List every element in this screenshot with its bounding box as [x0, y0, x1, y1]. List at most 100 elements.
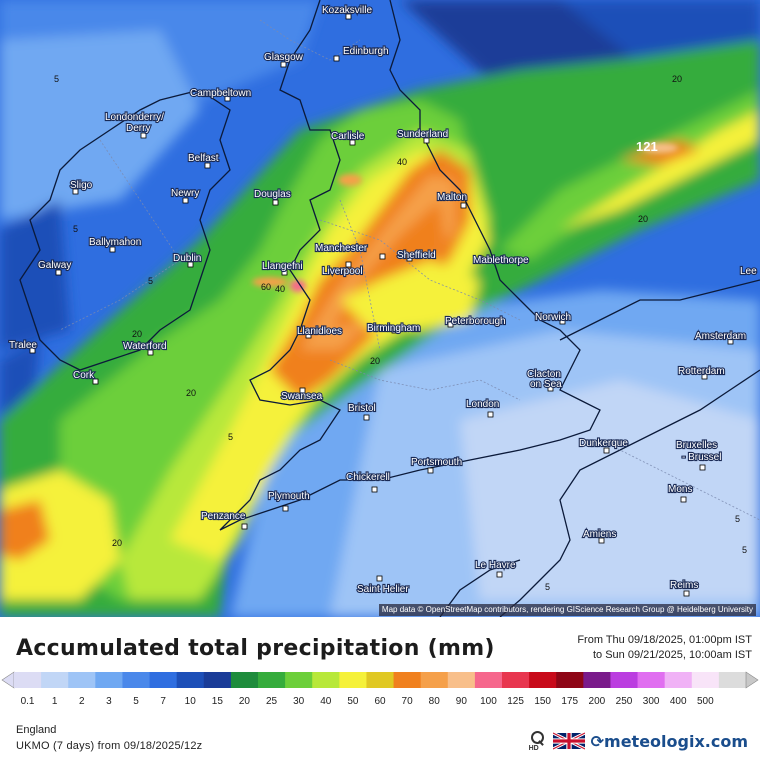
scale-cell: [691, 672, 720, 688]
city-kozaksville[interactable]: Kozaksville: [321, 4, 374, 20]
city-birmingham[interactable]: Birmingham: [366, 322, 422, 335]
svg-text:Portsmouth: Portsmouth: [411, 457, 462, 468]
scale-tick-label: 300: [642, 696, 660, 707]
scale-cell: [529, 672, 557, 688]
city-dublin[interactable]: Dublin: [172, 252, 202, 268]
city-london[interactable]: London: [465, 398, 500, 418]
scale-tick-label: 125: [507, 696, 524, 707]
scale-cells: [14, 672, 747, 688]
svg-text:Norwich: Norwich: [535, 312, 571, 323]
city-bruxelles[interactable]: Bruxelles- Brussel: [675, 439, 723, 471]
scale-tick-label: 40: [320, 696, 332, 707]
city-tralee[interactable]: Tralee: [8, 339, 39, 354]
model-run-label: UKMO (7 days) from 09/18/2025/12z: [16, 740, 203, 752]
precipitation-map[interactable]: Kozaksville Glasgow Edinburgh Campbeltow…: [0, 0, 760, 617]
svg-text:Mablethorpe: Mablethorpe: [473, 255, 529, 266]
city-amiens[interactable]: Amiens: [582, 528, 617, 544]
svg-text:Tralee: Tralee: [9, 340, 37, 351]
svg-text:Glasgow: Glasgow: [264, 52, 304, 63]
svg-text:Belfast: Belfast: [188, 153, 219, 164]
city-londonderry[interactable]: Londonderry/Derry: [104, 111, 165, 139]
city-manchester[interactable]: Manchester: [314, 242, 386, 260]
city-plymouth[interactable]: Plymouth: [267, 490, 311, 512]
scale-tick-label: 400: [669, 696, 687, 707]
city-mablethorpe[interactable]: Mablethorpe: [472, 254, 530, 267]
city-mons[interactable]: Mons: [667, 483, 694, 503]
meteologix-logo[interactable]: ⟳meteologix.com: [591, 732, 748, 751]
scale-cell: [420, 672, 449, 688]
svg-text:Amiens: Amiens: [583, 529, 616, 540]
scale-tick-label: 20: [238, 696, 250, 707]
city-newry[interactable]: Newry: [170, 187, 200, 204]
svg-text:Dunkerque: Dunkerque: [579, 438, 628, 449]
coastlines: [19, 0, 760, 617]
city-saint-helier[interactable]: Saint Helier: [356, 575, 410, 596]
city-liverpool[interactable]: Liverpool: [321, 261, 364, 278]
svg-text:5: 5: [545, 582, 550, 592]
city-llanidloes[interactable]: Llanidloes: [296, 325, 343, 339]
city-rotterdam[interactable]: Rotterdam: [677, 365, 726, 380]
svg-text:London: London: [466, 399, 499, 410]
contour-labels: 5 5 5 20 20 20 40 60 40 20 20 20 5 5 5 5…: [54, 74, 747, 592]
brand-area: HD ⟳meteologix.com: [528, 731, 748, 752]
svg-text:Swansea: Swansea: [281, 391, 323, 402]
scale-cell: [339, 672, 367, 688]
hd-label: HD: [528, 745, 539, 752]
svg-text:20: 20: [638, 214, 648, 224]
svg-text:20: 20: [672, 74, 682, 84]
magnifier-icon[interactable]: HD: [528, 731, 547, 752]
city-belfast[interactable]: Belfast: [187, 152, 220, 169]
scale-tick-label: 80: [428, 696, 440, 707]
scale-tick-label: 100: [480, 696, 497, 707]
city-waterford[interactable]: Waterford: [122, 340, 168, 356]
city-carlisle[interactable]: Carlisle: [330, 130, 366, 146]
city-galway[interactable]: Galway: [37, 259, 72, 276]
city-sheffield[interactable]: Sheffield: [396, 249, 437, 262]
city-reims[interactable]: Reims: [669, 579, 699, 597]
city-peterborough[interactable]: Peterborough: [444, 315, 507, 328]
svg-text:on Sea: on Sea: [530, 379, 562, 390]
uk-flag-icon[interactable]: [552, 731, 585, 751]
city-swansea[interactable]: Swansea: [280, 387, 324, 403]
city-douglas[interactable]: Douglas: [253, 188, 292, 206]
svg-text:Sunderland: Sunderland: [397, 129, 448, 140]
city-dunkerque[interactable]: Dunkerque: [578, 437, 629, 454]
scale-tick-label: 175: [561, 696, 579, 707]
city-sunderland[interactable]: Sunderland: [396, 128, 449, 144]
city-portsmouth[interactable]: Portsmouth: [410, 456, 463, 474]
city-penzance[interactable]: Penzance: [200, 510, 248, 530]
city-amsterdam[interactable]: Amsterdam: [694, 330, 747, 345]
precip-hotspots: [252, 143, 678, 292]
svg-text:Reims: Reims: [670, 580, 698, 591]
period-from: From Thu 09/18/2025, 01:00pm IST: [577, 634, 752, 646]
scale-tick-label: 10: [184, 696, 196, 707]
scale-tick-label: 7: [160, 696, 166, 707]
scale-cell: [637, 672, 666, 688]
city-norwich[interactable]: Norwich: [534, 311, 572, 325]
svg-text:Llanidloes: Llanidloes: [297, 326, 342, 337]
brand-text: meteologix.com: [604, 731, 748, 751]
svg-text:Sheffield: Sheffield: [397, 250, 436, 261]
svg-text:Londonderry/: Londonderry/: [105, 112, 164, 123]
city-sligo[interactable]: Sligo: [69, 179, 94, 195]
scale-tick-label: 200: [588, 696, 606, 707]
svg-text:Derry: Derry: [126, 123, 150, 134]
city-ballymahon[interactable]: Ballymahon: [88, 236, 142, 253]
scale-cell: [203, 672, 232, 688]
city-campbeltown[interactable]: Campbeltown: [189, 87, 252, 102]
city-edinburgh[interactable]: Edinburgh: [333, 45, 390, 62]
city-cork[interactable]: Cork: [72, 369, 99, 385]
svg-text:- Brussel: - Brussel: [682, 452, 721, 463]
svg-text:40: 40: [397, 157, 407, 167]
svg-text:5: 5: [742, 545, 747, 555]
city-glasgow[interactable]: Glasgow: [263, 51, 305, 68]
city-bristol[interactable]: Bristol: [347, 402, 377, 421]
city-llangefni[interactable]: Llangefni: [261, 260, 304, 276]
city-chickerell[interactable]: Chickerell: [345, 471, 391, 493]
city-le-havre[interactable]: Le Havre: [474, 559, 517, 578]
scale-tick-label: 15: [211, 696, 223, 707]
svg-text:Manchester: Manchester: [315, 243, 368, 254]
city-malton[interactable]: Malton: [436, 191, 468, 209]
scale-cell: [122, 672, 151, 688]
